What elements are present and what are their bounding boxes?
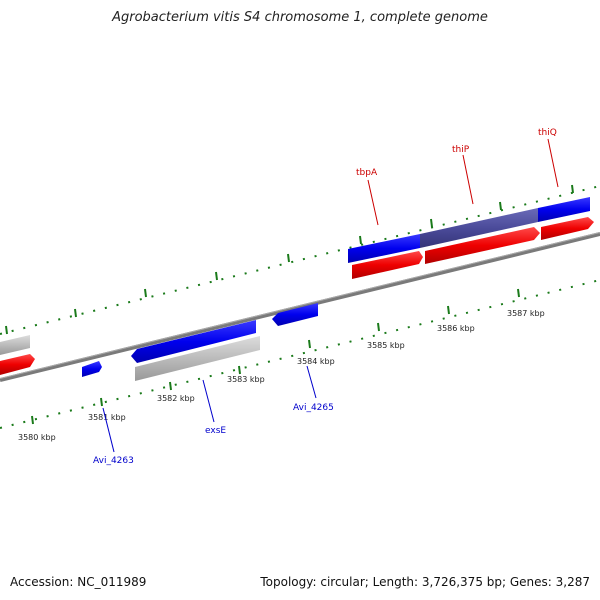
- kbp-label: 3587 kbp: [507, 309, 545, 318]
- gene-label-thip[interactable]: thiP: [452, 145, 470, 155]
- kbp-label: 3585 kbp: [367, 341, 405, 350]
- chromosome-backbone: [0, 232, 600, 382]
- kbp-labels: 3580 kbp 3581 kbp 3582 kbp 3583 kbp 3584…: [18, 309, 545, 442]
- feature-avi-4265[interactable]: [272, 303, 318, 326]
- feature-red-2[interactable]: [425, 227, 540, 264]
- gene-label-tbpa[interactable]: tbpA: [356, 168, 378, 178]
- upper-major-ticks: [5, 184, 574, 335]
- kbp-label: 3581 kbp: [88, 413, 126, 422]
- kbp-label: 3582 kbp: [157, 394, 195, 403]
- accession-text: Accession: NC_011989: [10, 575, 147, 589]
- gene-label-avi-4265[interactable]: Avi_4265: [293, 403, 334, 413]
- feature-avi-4263[interactable]: [82, 361, 102, 377]
- genome-summary-text: Topology: circular; Length: 3,726,375 bp…: [260, 575, 590, 589]
- feature-grey-left[interactable]: [0, 335, 30, 355]
- kbp-label: 3583 kbp: [227, 375, 265, 384]
- feature-tbpa[interactable]: [348, 234, 420, 263]
- feature-thip[interactable]: [420, 208, 538, 248]
- lower-major-ticks: [31, 288, 520, 425]
- feature-thiq[interactable]: [538, 197, 590, 222]
- kbp-label: 3580 kbp: [18, 433, 56, 442]
- gene-label-thiq[interactable]: thiQ: [538, 128, 557, 138]
- feature-red-1[interactable]: [352, 251, 423, 279]
- feature-grey-1[interactable]: [135, 336, 260, 381]
- feature-exse[interactable]: [131, 320, 256, 363]
- gene-label-avi-4263[interactable]: Avi_4263: [93, 456, 134, 466]
- kbp-label: 3584 kbp: [297, 357, 335, 366]
- gene-leader-lines: [102, 138, 559, 453]
- map-title: Agrobacterium vitis S4 chromosome 1, com…: [112, 10, 488, 25]
- feature-red-3[interactable]: [541, 217, 594, 240]
- feature-red-left[interactable]: [0, 354, 35, 375]
- kbp-label: 3586 kbp: [437, 324, 475, 333]
- gene-label-exse[interactable]: exsE: [205, 426, 226, 436]
